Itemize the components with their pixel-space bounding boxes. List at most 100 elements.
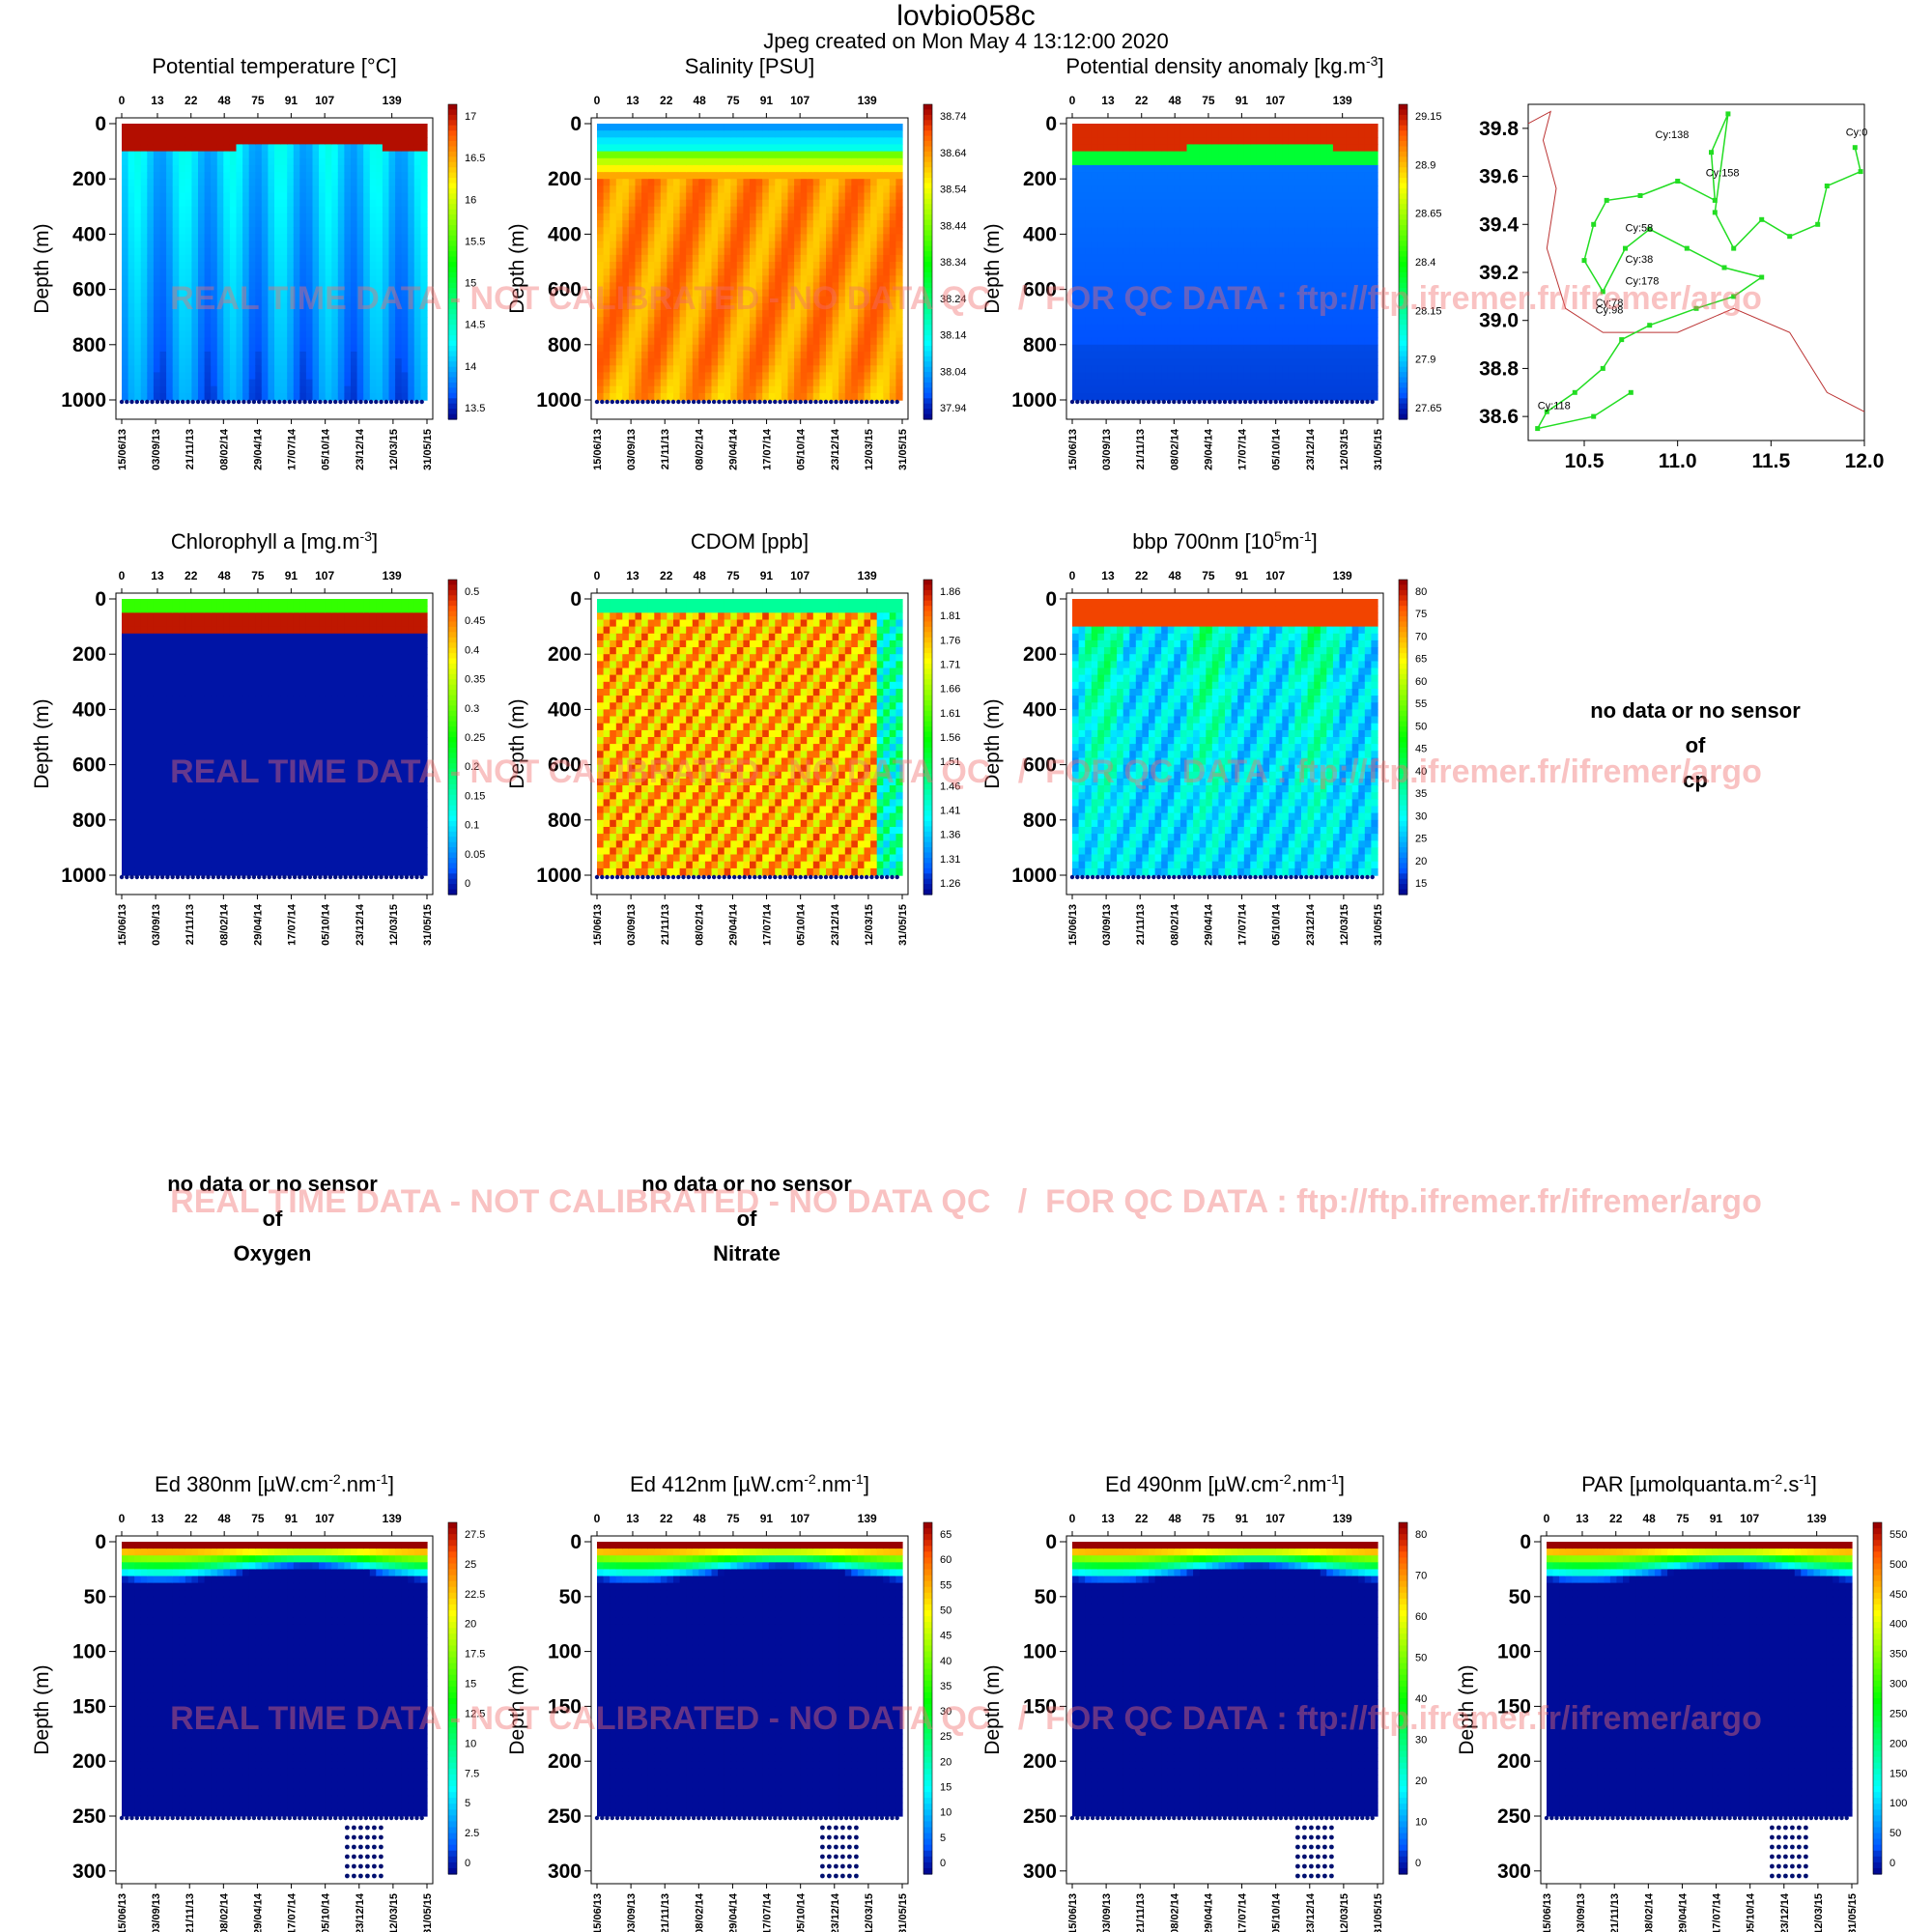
- heatmap-cell: [376, 227, 383, 235]
- heatmap-cell: [363, 234, 370, 242]
- heatmap-cell: [173, 255, 180, 263]
- heatmap-cell: [160, 317, 167, 325]
- heatmap-cell: [268, 144, 274, 152]
- heatmap-cell: [395, 365, 402, 373]
- heatmap-cell: [299, 282, 306, 290]
- heatmap-cell: [237, 144, 243, 152]
- heatmap-cell: [389, 124, 396, 131]
- heatmap-cell: [402, 338, 409, 346]
- heatmap-cell: [326, 297, 332, 304]
- heatmap-cell: [383, 207, 389, 214]
- heatmap-cell: [141, 165, 148, 173]
- heatmap-cell: [249, 262, 256, 270]
- heatmap-cell: [408, 248, 414, 256]
- heatmap-cell: [274, 380, 281, 387]
- heatmap-cell: [205, 207, 212, 214]
- heatmap-cell: [287, 130, 294, 138]
- heatmap-cell: [191, 179, 198, 186]
- heatmap-cell: [223, 338, 230, 346]
- heatmap-cell: [173, 386, 180, 394]
- heatmap-cell: [211, 386, 217, 394]
- heatmap-cell: [249, 324, 256, 331]
- heatmap-cell: [389, 393, 396, 401]
- heatmap-cell: [370, 137, 377, 145]
- heatmap-cell: [255, 338, 262, 346]
- heatmap-cell: [357, 358, 364, 366]
- heatmap-cell: [147, 297, 154, 304]
- heatmap-cell: [122, 393, 128, 401]
- heatmap-cell: [294, 144, 300, 152]
- heatmap-cell: [313, 365, 320, 373]
- heatmap-cell: [205, 242, 212, 249]
- heatmap-cell: [389, 172, 396, 180]
- heatmap-cell: [268, 165, 274, 173]
- heatmap-cell: [122, 372, 128, 380]
- heatmap-cell: [141, 255, 148, 263]
- heatmap-cell: [274, 365, 281, 373]
- heatmap-cell: [268, 248, 274, 256]
- heatmap-cell: [383, 255, 389, 263]
- heatmap-cell: [134, 303, 141, 311]
- heatmap-cell: [217, 179, 224, 186]
- heatmap-cell: [249, 124, 256, 131]
- heatmap-cell: [147, 310, 154, 318]
- heatmap-cell: [255, 242, 262, 249]
- heatmap-cell: [294, 152, 300, 159]
- heatmap-cell: [351, 262, 357, 270]
- heatmap-cell: [331, 331, 338, 339]
- heatmap-cell: [122, 248, 128, 256]
- heatmap-cell: [128, 248, 135, 256]
- heatmap-cell: [198, 338, 205, 346]
- heatmap-cell: [319, 234, 326, 242]
- heatmap-cell: [344, 255, 351, 263]
- heatmap-cell: [173, 324, 180, 331]
- heatmap-cell: [319, 331, 326, 339]
- heatmap-cell: [357, 179, 364, 186]
- heatmap-cell: [326, 242, 332, 249]
- heatmap-cell: [198, 227, 205, 235]
- heatmap-cell: [268, 200, 274, 208]
- heatmap-cell: [363, 179, 370, 186]
- heatmap-cell: [166, 290, 173, 298]
- heatmap-cell: [211, 179, 217, 186]
- heatmap-cell: [383, 275, 389, 283]
- heatmap-cell: [344, 365, 351, 373]
- heatmap-cell: [179, 290, 185, 298]
- heatmap-cell: [179, 310, 185, 318]
- heatmap-cell: [255, 130, 262, 138]
- heatmap-cell: [262, 310, 269, 318]
- heatmap-cell: [147, 213, 154, 221]
- heatmap-cell: [287, 324, 294, 331]
- heatmap-cell: [154, 282, 160, 290]
- heatmap-cell: [306, 200, 313, 208]
- heatmap-cell: [262, 255, 269, 263]
- heatmap-cell: [287, 352, 294, 359]
- heatmap-cell: [198, 234, 205, 242]
- heatmap-cell: [313, 227, 320, 235]
- heatmap-cell: [306, 331, 313, 339]
- heatmap-cell: [338, 310, 345, 318]
- heatmap-cell: [274, 193, 281, 201]
- heatmap-cell: [166, 179, 173, 186]
- heatmap-cell: [299, 310, 306, 318]
- heatmap-cell: [306, 275, 313, 283]
- heatmap-cell: [179, 220, 185, 228]
- heatmap-cell: [185, 269, 192, 276]
- heatmap-cell: [262, 372, 269, 380]
- heatmap-cell: [274, 269, 281, 276]
- heatmap-cell: [338, 193, 345, 201]
- heatmap-cell: [313, 124, 320, 131]
- heatmap-cell: [147, 324, 154, 331]
- heatmap-cell: [331, 317, 338, 325]
- heatmap-cell: [363, 352, 370, 359]
- heatmap-cell: [383, 152, 389, 159]
- heatmap-cell: [357, 303, 364, 311]
- heatmap-cell: [363, 290, 370, 298]
- heatmap-cell: [287, 144, 294, 152]
- heatmap-cell: [313, 248, 320, 256]
- heatmap-cell: [217, 352, 224, 359]
- heatmap-cell: [262, 338, 269, 346]
- heatmap-cell: [237, 193, 243, 201]
- heatmap-cell: [141, 297, 148, 304]
- heatmap-cell: [262, 242, 269, 249]
